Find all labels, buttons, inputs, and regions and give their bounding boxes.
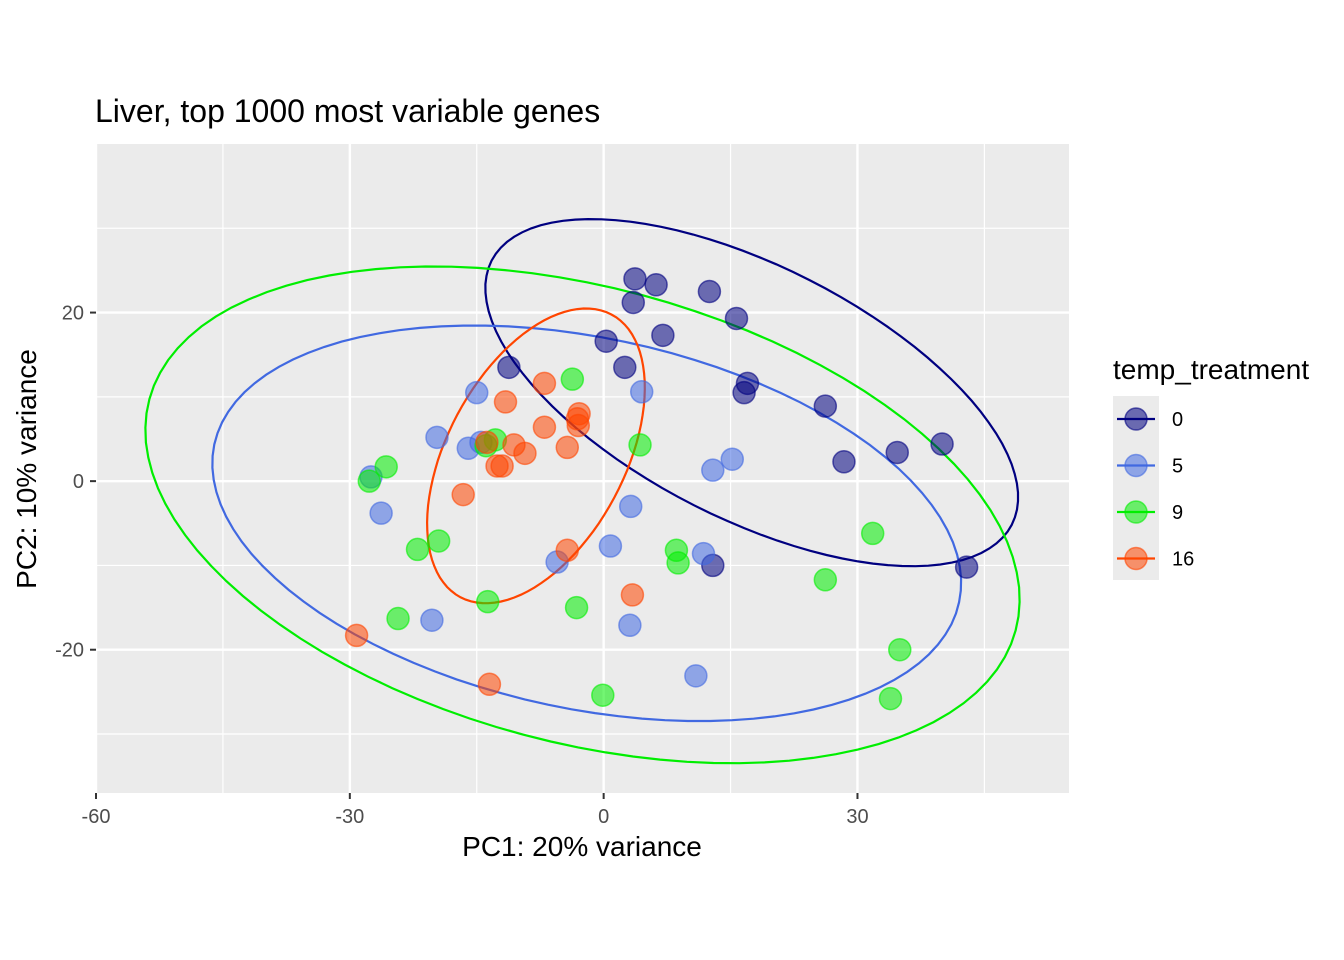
point-9-16 <box>591 683 615 707</box>
point-9-0 <box>560 367 585 391</box>
x-tick-label-0: -60 <box>82 806 111 828</box>
point-16-12 <box>451 482 475 507</box>
point-5-7 <box>720 447 745 471</box>
point-9-15 <box>888 637 912 662</box>
x-tick-label-1: -30 <box>335 806 364 828</box>
point-5-13 <box>420 608 444 632</box>
point-16-11 <box>490 454 514 478</box>
legend-label-16: 16 <box>1172 549 1194 571</box>
point-9-3 <box>628 433 652 457</box>
point-0-10 <box>732 380 756 405</box>
point-5-15 <box>684 664 708 688</box>
y-tick-label-2: 20 <box>62 303 84 325</box>
point-0-1 <box>644 273 668 297</box>
point-16-14 <box>620 583 645 607</box>
point-9-14 <box>386 606 410 631</box>
ellipse-16 <box>425 307 646 605</box>
legend-key-16 <box>1124 546 1148 571</box>
legend-key-9 <box>1124 500 1148 524</box>
point-9-12 <box>475 589 500 614</box>
legend-title: temp_treatment <box>1113 354 1309 385</box>
point-16-0 <box>532 371 557 396</box>
point-0-15 <box>954 555 979 579</box>
point-16-1 <box>493 390 518 414</box>
legend-key-0 <box>1124 407 1148 431</box>
point-0-5 <box>651 323 675 348</box>
point-16-6 <box>555 435 580 460</box>
point-5-10 <box>598 534 623 558</box>
y-tick-label-0: -20 <box>55 640 84 662</box>
point-16-4 <box>566 413 591 438</box>
point-0-2 <box>697 279 722 304</box>
point-5-8 <box>701 458 725 482</box>
point-5-2 <box>425 425 449 450</box>
point-9-17 <box>878 686 903 711</box>
point-5-14 <box>618 613 642 638</box>
ellipse-9 <box>144 265 1021 765</box>
legend-label-9: 9 <box>1172 502 1183 524</box>
point-16-16 <box>477 672 502 697</box>
point-0-4 <box>724 306 749 331</box>
point-16-9 <box>513 441 537 466</box>
point-16-15 <box>344 623 369 648</box>
y-tick-label-1: 0 <box>73 471 84 493</box>
chart-title: Liver, top 1000 most variable genes <box>95 93 600 129</box>
plot-panel <box>96 144 1069 793</box>
point-0-11 <box>813 394 838 418</box>
point-0-8 <box>613 355 637 380</box>
point-9-6 <box>426 529 451 553</box>
point-16-13 <box>555 538 580 563</box>
point-9-8 <box>860 521 885 546</box>
point-5-9 <box>618 494 643 519</box>
point-9-7 <box>405 537 430 562</box>
ellipse-0 <box>484 217 1020 568</box>
point-16-5 <box>532 415 557 439</box>
legend-label-5: 5 <box>1172 456 1183 478</box>
point-9-5 <box>357 469 382 493</box>
ellipse-5 <box>211 324 963 723</box>
point-0-14 <box>832 450 856 474</box>
point-0-3 <box>621 290 646 315</box>
y-axis-title: PC2: 10% variance <box>11 349 42 589</box>
point-0-13 <box>930 432 954 456</box>
x-tick-label-3: 30 <box>846 806 868 828</box>
legend-label-0: 0 <box>1172 409 1183 431</box>
point-5-11 <box>691 541 716 566</box>
point-9-10 <box>666 551 690 575</box>
grid-minor <box>96 144 1069 793</box>
confidence-ellipses <box>144 217 1021 765</box>
point-5-0 <box>464 380 489 405</box>
y-axis: -20 0 20 <box>55 303 96 662</box>
point-5-6 <box>369 501 393 525</box>
point-0-12 <box>885 440 909 465</box>
point-9-11 <box>813 568 838 592</box>
x-axis: -60 -30 0 30 <box>82 793 869 828</box>
legend: temp_treatment 0 5 9 16 <box>1113 354 1309 580</box>
data-points <box>344 267 979 711</box>
point-5-1 <box>629 380 654 404</box>
x-axis-title: PC1: 20% variance <box>462 831 702 862</box>
point-16-7 <box>475 430 499 455</box>
legend-key-5 <box>1124 453 1148 478</box>
point-0-7 <box>497 355 521 380</box>
point-0-6 <box>594 329 618 353</box>
x-tick-label-2: 0 <box>598 806 609 828</box>
point-0-0 <box>623 267 647 291</box>
point-9-4 <box>374 455 398 479</box>
point-9-13 <box>564 595 589 620</box>
